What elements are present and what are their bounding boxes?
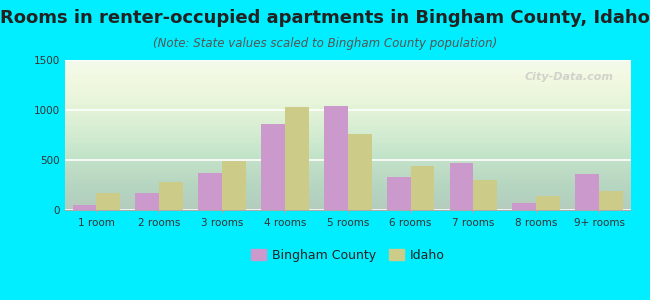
Bar (222, 161, 246, 210)
Bar (348, 134, 372, 210)
Text: (Note: State values scaled to Bingham County population): (Note: State values scaled to Bingham Co… (153, 38, 497, 50)
Bar (575, 174, 599, 210)
Bar (159, 182, 183, 210)
Bar (135, 193, 159, 210)
Bar (285, 107, 309, 210)
Bar (198, 173, 222, 210)
Bar (473, 179, 497, 210)
Bar (73, 205, 96, 210)
Bar (450, 163, 473, 210)
Bar (387, 176, 411, 210)
Bar (411, 166, 434, 210)
Bar (536, 196, 560, 210)
Bar (96, 193, 120, 210)
Text: Rooms in renter-occupied apartments in Bingham County, Idaho: Rooms in renter-occupied apartments in B… (0, 9, 650, 27)
Text: City-Data.com: City-Data.com (525, 72, 614, 82)
Bar (324, 106, 348, 210)
Bar (261, 124, 285, 210)
Bar (599, 190, 623, 210)
Bar (512, 202, 536, 210)
Legend: Bingham County, Idaho: Bingham County, Idaho (246, 244, 450, 267)
